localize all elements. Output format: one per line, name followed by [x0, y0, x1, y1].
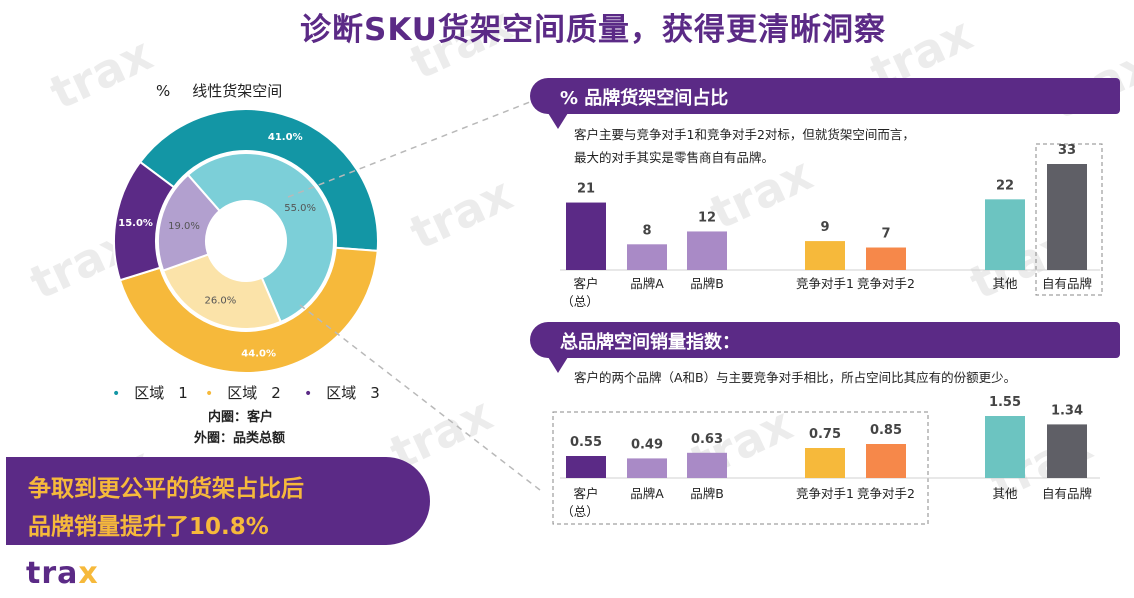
shelf-share-category-label: 客户 [573, 276, 598, 291]
legend-label: 区域 [326, 384, 357, 402]
legend-number: 1 [178, 384, 188, 402]
outer-ring-slice-label: 15.0% [118, 218, 153, 229]
legend-dot-icon: • [112, 386, 121, 402]
sales-index-category-label: 竞争对手2 [857, 486, 915, 501]
connector-line-top [287, 97, 541, 198]
legend-item-region-2: • 区域 2 [205, 382, 281, 403]
outer-ring-note: 外圈：品类总额 [194, 431, 286, 446]
outer-ring-slice-2 [118, 246, 379, 374]
promo-banner: 争取到更公平的货架占比后 品牌销量提升了10.8% [6, 457, 430, 545]
sales-index-category-label: 其他 [992, 486, 1018, 501]
sales-index-title: 总品牌空间销量指数： [560, 332, 740, 353]
sales-index-value-label: 0.49 [631, 437, 663, 452]
sales-index-banner: 总品牌空间销量指数： [530, 322, 1120, 358]
sales-index-value-label: 0.75 [809, 427, 841, 442]
sales-index-bar [566, 456, 606, 478]
trax-logo: trax [26, 556, 99, 591]
sales-index-bar [866, 444, 906, 478]
private-label-highlight-box [1035, 143, 1103, 296]
shelf-share-category-label: 自有品牌 [1042, 276, 1092, 291]
shelf-share-value-label: 8 [642, 223, 651, 238]
inner-ring-slice-label: 26.0% [205, 296, 237, 307]
shelf-share-category-sublabel: （总） [561, 294, 599, 309]
sales-index-category-label: 客户 [573, 486, 598, 501]
shelf-share-category-label: 竞争对手2 [857, 276, 915, 291]
shelf-share-bar [866, 247, 906, 270]
shelf-share-category-label: 品牌B [690, 276, 724, 291]
sales-index-bar [985, 416, 1025, 478]
shelf-share-bar [985, 199, 1025, 270]
sales-index-bar [687, 452, 727, 478]
shelf-share-value-label: 9 [820, 220, 829, 235]
shelf-share-desc-line-1: 客户主要与竞争对手1和竞争对手2对标，但就货架空间而言， [574, 127, 915, 142]
legend-dot-icon: • [304, 386, 313, 402]
sales-index-category-label: 品牌A [630, 486, 664, 501]
donut-title-percent: % [156, 82, 171, 100]
shelf-share-category-label: 品牌A [630, 276, 664, 291]
shelf-share-bar [1047, 164, 1087, 270]
legend-item-region-3: • 区域 3 [304, 382, 380, 403]
donut-chart-title: % 线性货架空间 [156, 80, 282, 101]
shelf-share-value-label: 12 [698, 210, 716, 225]
promo-line-2: 品牌销量提升了10.8% [28, 514, 269, 540]
shelf-share-value-label: 33 [1058, 143, 1076, 158]
outer-ring-slice-label: 41.0% [268, 132, 303, 143]
sales-index-value-label: 0.85 [870, 423, 902, 438]
shelf-share-bar [566, 202, 606, 270]
inner-ring-slice-1 [186, 152, 335, 324]
inner-ring-slice-2 [161, 253, 283, 330]
logo-text-b: x [78, 556, 99, 591]
sales-index-bar [627, 458, 667, 478]
outer-ring-slice-1 [138, 108, 379, 253]
shelf-share-value-label: 22 [996, 178, 1014, 193]
inner-ring-slice-label: 19.0% [168, 221, 200, 232]
legend-label: 区域 [227, 384, 258, 402]
inner-ring-slice-3 [157, 173, 222, 272]
sales-index-category-sublabel: （总） [561, 504, 599, 519]
shelf-share-bar [627, 244, 667, 270]
shelf-share-value-label: 21 [577, 182, 595, 197]
sales-index-value-label: 1.34 [1051, 403, 1083, 418]
sales-index-value-label: 1.55 [989, 395, 1021, 410]
shelf-share-banner-pointer [548, 113, 568, 129]
shelf-share-banner: % 品牌货架空间占比 [530, 78, 1120, 114]
sales-index-bar [1047, 424, 1087, 478]
legend-number: 2 [271, 384, 281, 402]
shelf-share-category-label: 其他 [992, 276, 1018, 291]
inner-ring-note: 内圈：客户 [208, 410, 274, 425]
sales-index-banner-pointer [548, 357, 568, 373]
sales-index-category-label: 自有品牌 [1042, 486, 1092, 501]
shelf-share-bar [687, 231, 727, 270]
inner-ring-slice-label: 55.0% [284, 203, 316, 214]
promo-line-1: 争取到更公平的货架占比后 [28, 476, 304, 502]
sales-index-value-label: 0.63 [691, 432, 723, 447]
legend-item-region-1: • 区域 1 [112, 382, 188, 403]
outer-ring-slice-label: 44.0% [241, 348, 276, 359]
shelf-share-desc-line-2: 最大的对手其实是零售商自有品牌。 [574, 150, 775, 165]
outer-ring-slice-3 [113, 160, 176, 282]
sales-index-category-label: 竞争对手1 [796, 486, 854, 501]
shelf-share-category-label: 竞争对手1 [796, 276, 854, 291]
legend-number: 3 [370, 384, 380, 402]
shelf-share-title: % 品牌货架空间占比 [560, 88, 729, 109]
donut-chart: 41.0% 44.0% 15.0% 55.0% 26.0% 19.0% [113, 108, 379, 374]
shelf-share-bar [805, 241, 845, 270]
donut-title-text: 线性货架空间 [192, 82, 283, 100]
legend-dot-icon: • [205, 386, 214, 402]
sales-index-value-label: 0.55 [570, 435, 602, 450]
sales-index-desc: 客户的两个品牌（A和B）与主要竞争对手相比，所占空间比其应有的份额更少。 [574, 370, 1017, 385]
shelf-share-value-label: 7 [881, 227, 890, 242]
sales-index-category-label: 品牌B [690, 486, 724, 501]
legend-label: 区域 [134, 384, 165, 402]
logo-text-a: tra [26, 556, 79, 591]
brand-group-highlight-box [552, 411, 929, 525]
page-title: 诊断SKU货架空间质量，获得更清晰洞察 [300, 12, 886, 48]
sales-index-bar [805, 448, 845, 478]
